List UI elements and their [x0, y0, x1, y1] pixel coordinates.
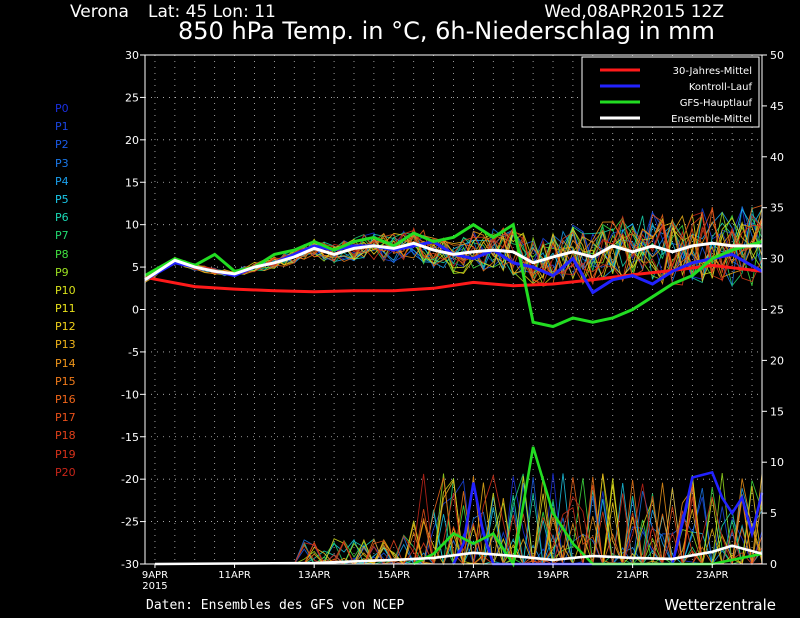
y-right-tick-label: 35: [770, 202, 784, 215]
ensemble-member-label: P13: [55, 338, 76, 352]
data-source-note: Daten: Ensembles des GFS von NCEP: [146, 598, 405, 613]
legend-label: 30-Jahres-Mittel: [673, 66, 752, 77]
ensemble-member-label: P15: [55, 374, 76, 388]
ensemble-member-label: P7: [55, 229, 69, 243]
y-left-tick-label: -30: [121, 558, 139, 571]
ensemble-member-label: P8: [55, 247, 69, 261]
ensemble-member-label: P12: [55, 320, 76, 334]
ensemble-member-label: P1: [55, 120, 69, 134]
ensemble-member-label: P14: [55, 356, 76, 370]
model-run-time: Wed,08APR2015 12Z: [544, 2, 724, 22]
x-tick-label: 15APR: [378, 570, 411, 581]
x-tick-label: 11APR: [218, 570, 251, 581]
ensemble-member-list: P0 P1 P2 P3 P4 P5 P6 P7 P8 P9 P10 P11 P12 P13 P14 P15 P1…: [55, 100, 76, 482]
x-tick-label: 21APR: [616, 570, 649, 581]
y-right-tick-label: 30: [770, 253, 784, 266]
y-right-tick-label: 40: [770, 151, 784, 164]
ensemble-spaghetti-lines: [144, 204, 763, 566]
temp-series-ensemble-mittel: [144, 241, 762, 282]
highlighted-series-lines: [144, 222, 764, 568]
y-right-tick-label: 15: [770, 405, 784, 418]
chart-title: 850 hPa Temp. in °C, 6h-Niederschlag in …: [178, 17, 715, 45]
ensemble-member-label: P0: [55, 102, 69, 115]
x-tick-label: 23APR: [696, 570, 729, 581]
x-tick-label: 9APR: [142, 570, 168, 581]
x-tick-sublabel: 2015: [142, 581, 167, 592]
y-left-tick-label: 0: [132, 304, 139, 317]
ensemble-member-label: P4: [55, 174, 69, 188]
chart-grid: [145, 55, 762, 564]
ensemble-member-label: P20: [55, 465, 76, 479]
y-right-tick-label: 10: [770, 456, 784, 469]
y-left-tick-label: -15: [121, 431, 139, 444]
x-tick-label: 19APR: [537, 570, 570, 581]
location-name: Verona: [70, 2, 129, 22]
x-tick-label: 17APR: [457, 570, 490, 581]
x-tick-label: 13APR: [298, 570, 331, 581]
y-left-tick-label: 15: [125, 176, 139, 189]
axis-ticks: -30 -25 -20 -15 -10 -5 0 5 10 15 20 25 30 0 5 10 15 20 25 3…: [121, 49, 784, 592]
ensemble-member-label: P5: [55, 192, 69, 206]
y-right-tick-label: 45: [770, 100, 784, 113]
temp-series-30-jahres-mittel: [144, 263, 763, 294]
ensemble-member-label: P19: [55, 447, 76, 461]
brand-name: Wetterzentrale: [664, 596, 776, 614]
y-left-tick-label: 30: [125, 49, 139, 62]
y-right-tick-label: 5: [770, 507, 777, 520]
y-left-tick-label: -20: [121, 473, 139, 486]
ensemble-member-label: P16: [55, 393, 76, 406]
y-left-tick-label: -5: [128, 346, 139, 359]
y-right-tick-label: 20: [770, 354, 784, 367]
y-left-tick-label: -10: [121, 388, 139, 401]
member-temp-line: [144, 207, 763, 286]
ensemble-member-label: P2: [55, 138, 69, 152]
y-left-tick-label: 10: [125, 219, 139, 232]
location-coordinates: Lat: 45 Lon: 11: [148, 2, 276, 22]
y-left-tick-label: 25: [125, 91, 139, 104]
chart-legend: 30-Jahres-Mittel Kontroll-Lauf GFS-Hauptla…: [581, 56, 760, 128]
legend-label: Ensemble-Mittel: [671, 114, 752, 125]
y-right-tick-label: 50: [770, 49, 784, 62]
ensemble-member-label: P9: [55, 265, 69, 279]
y-left-tick-label: 20: [125, 134, 139, 147]
legend-label: GFS-Hauptlauf: [680, 98, 753, 109]
ensemble-member-label: P18: [55, 429, 76, 443]
ensemble-member-label: P10: [55, 283, 76, 297]
ensemble-member-label: P17: [55, 411, 76, 425]
ensemble-member-label: P11: [55, 302, 76, 316]
precip-series-ensemble-mittel: [154, 544, 763, 566]
y-left-tick-label: -25: [121, 516, 139, 529]
ensemble-member-label: P3: [55, 156, 69, 170]
member-temp-line: [144, 215, 763, 286]
legend-label: Kontroll-Lauf: [689, 82, 753, 93]
y-right-tick-label: 25: [770, 304, 784, 317]
ensemble-member-label: P6: [55, 211, 69, 225]
y-right-tick-label: 0: [770, 558, 777, 571]
y-left-tick-label: 5: [132, 261, 139, 274]
